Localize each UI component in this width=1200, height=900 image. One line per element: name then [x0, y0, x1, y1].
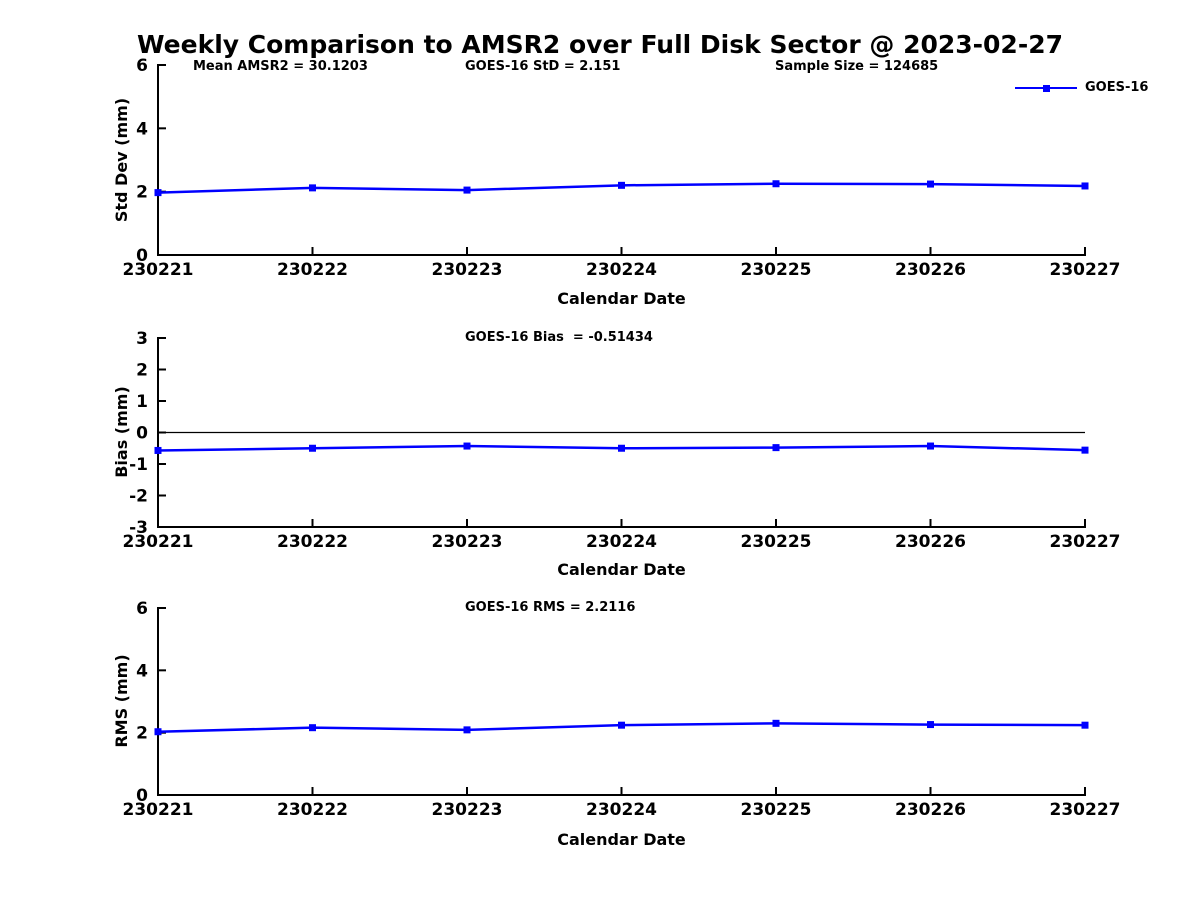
data-point-marker	[772, 719, 780, 727]
y-tick-label: -2	[129, 487, 148, 507]
ylabel-bias: Bias (mm)	[112, 386, 131, 478]
annotation-mean-amsr2: Mean AMSR2 = 30.1203	[193, 59, 368, 74]
y-tick-label: 4	[136, 661, 148, 681]
y-tick-label: -3	[129, 518, 148, 538]
x-tick-label: 230221	[123, 260, 194, 280]
xlabel-calendar-date-3: Calendar Date	[557, 830, 686, 849]
x-tick-label: 230221	[123, 800, 194, 820]
x-tick-label: 230223	[432, 532, 503, 552]
y-tick-label: 4	[136, 119, 148, 139]
annotation-sample-size: Sample Size = 124685	[775, 59, 939, 74]
data-point-marker	[927, 180, 934, 188]
xlabel-calendar-date-1: Calendar Date	[557, 289, 686, 308]
annotation-goes16-std: GOES-16 StD = 2.151	[465, 59, 621, 74]
ylabel-rms: RMS (mm)	[112, 654, 131, 748]
y-tick-label: 0	[136, 786, 148, 806]
data-point-marker	[154, 189, 162, 197]
data-point-marker	[309, 184, 316, 192]
data-point-marker	[772, 444, 780, 452]
x-tick-label: 230222	[277, 260, 348, 280]
x-tick-label: 230224	[586, 532, 657, 552]
y-tick-label: -1	[129, 455, 148, 475]
data-point-marker	[618, 721, 625, 729]
ylabel-std-dev: Std Dev (mm)	[112, 97, 131, 223]
data-point-marker	[618, 444, 625, 452]
x-tick-label: 230226	[895, 800, 966, 820]
y-tick-label: 2	[136, 361, 148, 381]
x-tick-label: 230227	[1050, 260, 1121, 280]
x-tick-label: 230222	[277, 532, 348, 552]
data-point-marker	[154, 446, 162, 454]
figure-title: Weekly Comparison to AMSR2 over Full Dis…	[136, 30, 1063, 59]
x-tick-label: 230223	[432, 260, 503, 280]
x-tick-label: 230224	[586, 800, 657, 820]
legend-marker-sample	[1043, 85, 1050, 92]
y-tick-label: 0	[136, 424, 148, 444]
legend-label-goes16: GOES-16	[1085, 80, 1149, 95]
data-point-marker	[309, 724, 316, 732]
y-tick-label: 1	[136, 392, 148, 412]
x-tick-label: 230221	[123, 532, 194, 552]
data-point-marker	[927, 721, 934, 729]
data-point-marker	[463, 442, 471, 450]
x-tick-label: 230225	[741, 532, 812, 552]
y-tick-label: 0	[136, 246, 148, 266]
x-tick-label: 230226	[895, 260, 966, 280]
y-tick-label: 2	[136, 183, 148, 203]
y-tick-label: 6	[136, 56, 148, 76]
data-point-marker	[463, 726, 471, 734]
x-tick-label: 230223	[432, 800, 503, 820]
legend: GOES-16	[1015, 78, 1185, 98]
xlabel-calendar-date-2: Calendar Date	[557, 560, 686, 579]
x-tick-label: 230222	[277, 800, 348, 820]
data-point-marker	[309, 444, 316, 452]
data-point-marker	[618, 181, 625, 189]
x-tick-label: 230227	[1050, 532, 1121, 552]
y-tick-label: 6	[136, 599, 148, 619]
data-point-marker	[463, 186, 471, 194]
x-tick-label: 230226	[895, 532, 966, 552]
subplot-title-rms: GOES-16 RMS = 2.2116	[465, 600, 636, 615]
data-point-marker	[1081, 182, 1089, 190]
data-point-marker	[1081, 446, 1089, 454]
x-tick-label: 230227	[1050, 800, 1121, 820]
data-point-marker	[1081, 721, 1089, 729]
data-point-marker	[927, 442, 934, 450]
data-point-marker	[772, 180, 780, 188]
y-tick-label: 2	[136, 724, 148, 744]
x-tick-label: 230225	[741, 260, 812, 280]
x-tick-label: 230225	[741, 800, 812, 820]
x-tick-label: 230224	[586, 260, 657, 280]
y-tick-label: 3	[136, 329, 148, 349]
data-point-marker	[154, 728, 162, 736]
subplot-title-bias: GOES-16 Bias = -0.51434	[465, 330, 653, 345]
